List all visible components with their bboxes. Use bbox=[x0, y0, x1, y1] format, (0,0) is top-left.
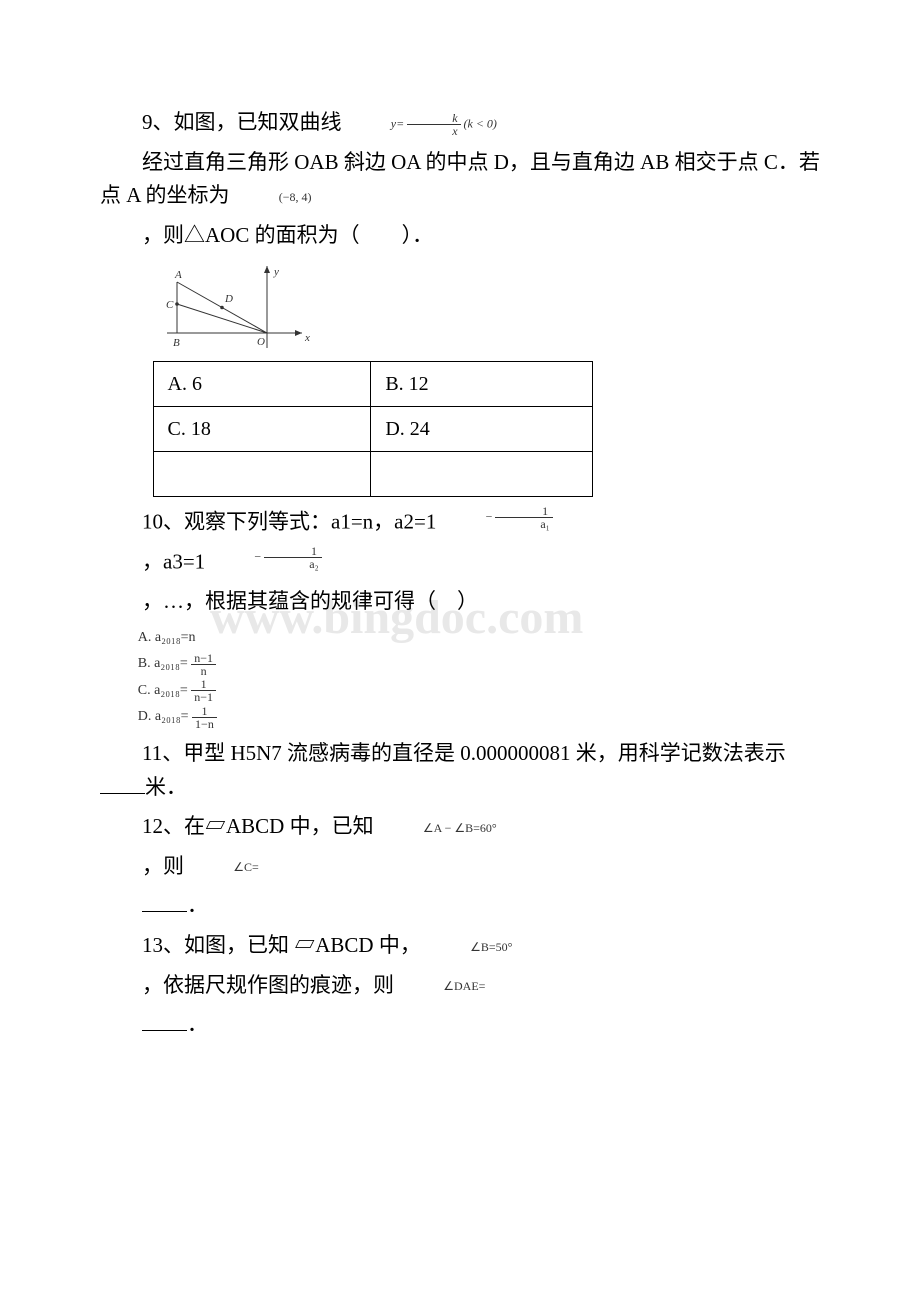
q9-line2: 经过直角三角形 OAB 斜边 OA 的中点 D，且与直角边 AB 相交于点 C．… bbox=[100, 146, 820, 213]
q10-optB-label: B. a₂₀₁₈= bbox=[138, 656, 188, 671]
q9-graph-svg: y x O A D C B bbox=[157, 258, 317, 353]
q10-optC-frac: 1 n−1 bbox=[191, 678, 216, 703]
page-content: 9、如图，已知双曲线 y= k x (k < 0) 经过直角三角形 OAB 斜边… bbox=[100, 106, 820, 1042]
q13-period: ． bbox=[187, 1012, 208, 1036]
q12-line1: 12、在▱ABCD 中，已知 ∠A − ∠B=60° bbox=[100, 810, 820, 844]
q11-texta: 11、甲型 H5N7 流感病毒的直径是 0.000000081 米，用科学记数法… bbox=[142, 741, 786, 765]
q10-optA-label: A. a₂₀₁₈=n bbox=[138, 630, 196, 645]
q11: 11、甲型 H5N7 流感病毒的直径是 0.000000081 米，用科学记数法… bbox=[100, 737, 820, 804]
q10-opt-d: D. a₂₀₁₈= 1 1−n bbox=[138, 704, 820, 731]
q13-expr2: ∠DAE= bbox=[401, 977, 485, 996]
q9-graph: y x O A D C B bbox=[157, 258, 820, 353]
q9-prefix: 9、如图，已知双曲线 bbox=[142, 110, 342, 134]
q10-f1d: a₁ bbox=[495, 518, 553, 530]
q10-line1: 10、观察下列等式：a1=n，a2=1 − 1 a₁ bbox=[100, 505, 820, 539]
q11-textb: 米． bbox=[145, 775, 187, 799]
q9-frac-den: x bbox=[407, 125, 460, 137]
svg-text:A: A bbox=[174, 269, 182, 281]
q10-minus1: − bbox=[486, 510, 493, 524]
q9-coord: (−8, 4) bbox=[237, 188, 312, 207]
q10-optB-frac: n−1 n bbox=[191, 652, 216, 677]
q10-cden: n−1 bbox=[191, 691, 216, 703]
q11-blank bbox=[100, 773, 145, 794]
q9-text2: 经过直角三角形 OAB 斜边 OA 的中点 D，且与直角边 AB 相交于点 C．… bbox=[100, 150, 820, 208]
q9-options-table: A. 6 B. 12 C. 18 D. 24 bbox=[153, 361, 593, 497]
q12-t2: ，则 bbox=[142, 854, 184, 878]
q10-opt-b: B. a₂₀₁₈= n−1 n bbox=[138, 651, 820, 678]
q10-frac2: − 1 a₂ bbox=[212, 545, 321, 570]
svg-text:D: D bbox=[224, 293, 233, 305]
q10-line2: ，a3=1 − 1 a₂ bbox=[100, 545, 820, 579]
q10-options: A. a₂₀₁₈=n B. a₂₀₁₈= n−1 n C. a₂₀₁₈= 1 n… bbox=[138, 625, 820, 731]
q12-blank bbox=[142, 891, 187, 912]
q9-opt-empty-1 bbox=[153, 452, 371, 497]
q9-eq-cond: (k < 0) bbox=[464, 116, 497, 130]
q12-t1: 12、在▱ABCD 中，已知 bbox=[142, 814, 374, 838]
q13-line2: ，依据尺规作图的痕迹，则 ∠DAE= bbox=[100, 969, 820, 1003]
q9-opt-a: A. 6 bbox=[153, 362, 371, 407]
q10-text1: 10、观察下列等式：a1=n，a2=1 bbox=[142, 510, 436, 534]
svg-text:y: y bbox=[273, 266, 279, 278]
q9-opt-d: D. 24 bbox=[371, 407, 592, 452]
q10-optD-frac: 1 1−n bbox=[192, 705, 217, 730]
q9-line1: 9、如图，已知双曲线 y= k x (k < 0) bbox=[100, 106, 820, 140]
q13-line1: 13、如图，已知 ▱ABCD 中， ∠B=50° bbox=[100, 929, 820, 963]
q13-t2: ，依据尺规作图的痕迹，则 bbox=[142, 973, 394, 997]
q9-equation: y= k x (k < 0) bbox=[349, 112, 497, 137]
q12-line3: ． bbox=[100, 889, 820, 923]
q10-optC-label: C. a₂₀₁₈= bbox=[138, 683, 188, 698]
q13-line3: ． bbox=[100, 1008, 820, 1042]
q9-opt-empty-2 bbox=[371, 452, 592, 497]
svg-text:O: O bbox=[257, 336, 265, 348]
q9-line3: ，则△AOC 的面积为（ ）． bbox=[100, 219, 820, 253]
svg-text:B: B bbox=[173, 337, 180, 349]
q10-text2: ，a3=1 bbox=[142, 549, 205, 573]
q12-expr1: ∠A − ∠B=60° bbox=[381, 819, 497, 838]
q12-line2: ，则 ∠C= bbox=[100, 850, 820, 884]
q10-bden: n bbox=[191, 665, 216, 677]
q13-expr1: ∠B=50° bbox=[428, 938, 512, 957]
q9-opt-c: C. 18 bbox=[153, 407, 371, 452]
q12-period: ． bbox=[187, 893, 208, 917]
q10-dnum: 1 bbox=[192, 705, 217, 718]
q9-eq-frac: k x bbox=[407, 112, 460, 137]
q13-blank bbox=[142, 1010, 187, 1031]
svg-text:x: x bbox=[304, 332, 310, 344]
q10-f2d: a₂ bbox=[264, 558, 322, 570]
q10-optD-label: D. a₂₀₁₈= bbox=[138, 709, 189, 724]
svg-text:C: C bbox=[166, 299, 174, 311]
q9-frac-num: k bbox=[407, 112, 460, 125]
q9-opt-b: B. 12 bbox=[371, 362, 592, 407]
q10-opt-a: A. a₂₀₁₈=n bbox=[138, 625, 820, 652]
q10-dden: 1−n bbox=[192, 718, 217, 730]
q10-minus2: − bbox=[254, 549, 261, 563]
q10-line3: ，…，根据其蕴含的规律可得（ ） bbox=[100, 585, 820, 619]
q10-frac1: − 1 a₁ bbox=[444, 505, 553, 530]
q13-t1: 13、如图，已知 ▱ABCD 中， bbox=[142, 933, 421, 957]
q9-eq-y: y= bbox=[391, 116, 407, 130]
q10-bnum: n−1 bbox=[191, 652, 216, 665]
q12-expr2: ∠C= bbox=[191, 858, 259, 877]
q10-opt-c: C. a₂₀₁₈= 1 n−1 bbox=[138, 678, 820, 705]
